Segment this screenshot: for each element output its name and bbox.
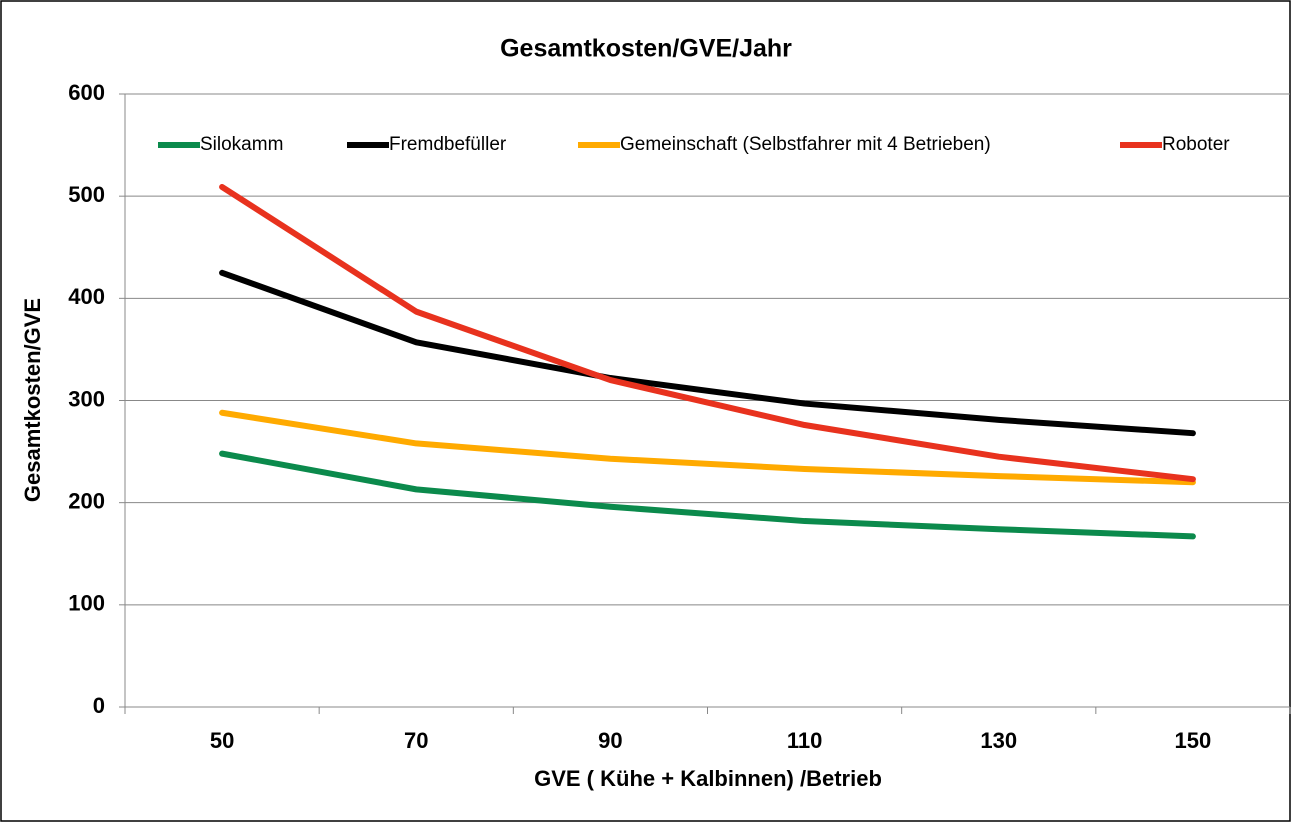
x-tick-label: 90 xyxy=(598,728,622,753)
series-line xyxy=(219,450,1196,540)
legend-label: Fremdbefüller xyxy=(389,134,507,155)
x-tick-label: 110 xyxy=(787,728,823,753)
legend-label: Gemeinschaft (Selbstfahrer mit 4 Betrieb… xyxy=(620,134,991,155)
x-tick-label: 70 xyxy=(404,728,428,753)
x-tick-label: 150 xyxy=(1175,728,1212,753)
x-tick-label: 50 xyxy=(210,728,234,753)
y-tick-label: 400 xyxy=(68,284,105,309)
legend-label: Silokamm xyxy=(200,134,283,155)
y-tick-label: 200 xyxy=(68,488,105,513)
y-tick-label: 500 xyxy=(68,182,105,207)
series-line xyxy=(219,409,1196,486)
x-tick-label: 130 xyxy=(980,728,1017,753)
series-line xyxy=(219,269,1196,437)
y-tick-label: 100 xyxy=(68,591,105,616)
series-line xyxy=(219,183,1196,483)
y-tick-label: 0 xyxy=(93,693,105,718)
y-tick-label: 300 xyxy=(68,386,105,411)
legend-label: Roboter xyxy=(1162,134,1230,155)
y-tick-label: 600 xyxy=(68,80,105,105)
chart-title: Gesamtkosten/GVE/Jahr xyxy=(500,35,792,63)
x-axis-label: GVE ( Kühe + Kalbinnen) /Betrieb xyxy=(534,766,882,791)
y-axis-label: Gesamtkosten/GVE xyxy=(20,298,45,502)
